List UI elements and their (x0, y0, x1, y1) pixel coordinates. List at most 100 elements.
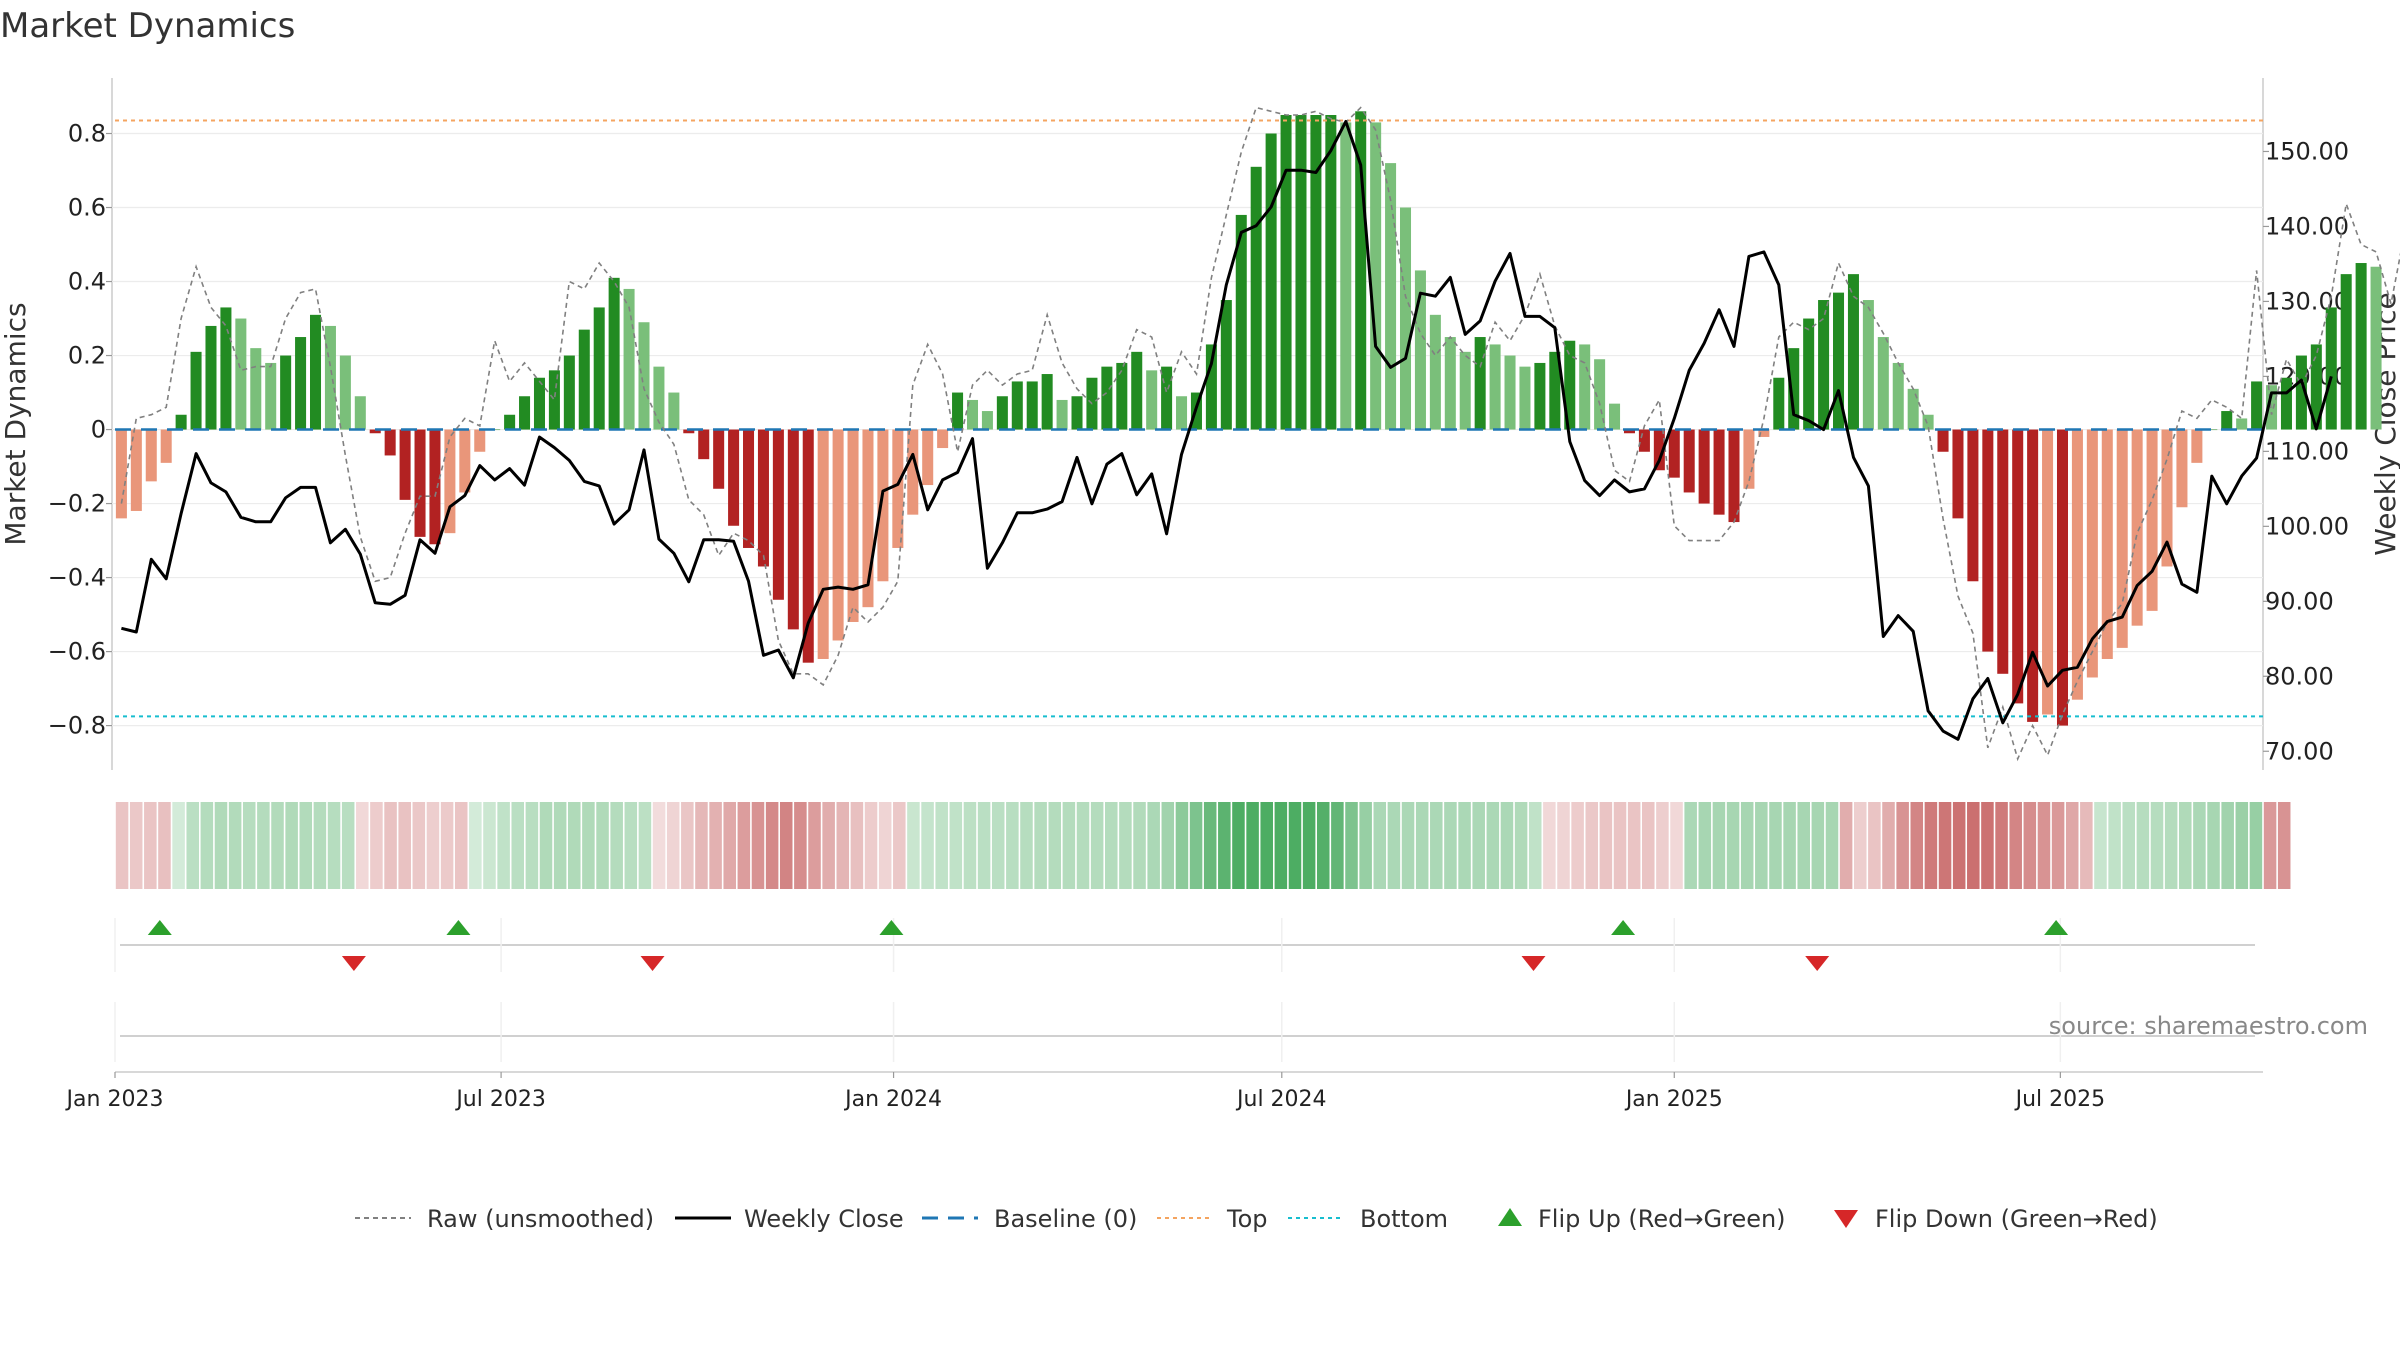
heat-strip-cell (1430, 802, 1443, 889)
market-dynamics-bar (1534, 362, 1546, 430)
market-dynamics-bar (1056, 399, 1068, 430)
market-dynamics-bar (2206, 429, 2218, 431)
market-dynamics-bar (519, 396, 531, 430)
market-dynamics-bar (981, 411, 993, 430)
market-dynamics-bar (2251, 381, 2263, 430)
heat-strip-cell (2136, 802, 2150, 889)
heat-strip-cell (2065, 802, 2079, 889)
heat-strip-cell (2249, 802, 2263, 889)
y-tick-label-left: 0.6 (68, 194, 106, 222)
heat-strip-cell (1020, 802, 1033, 889)
market-dynamics-bar (235, 318, 247, 430)
heat-strip-cell (242, 802, 256, 889)
heat-strip-cell (2094, 802, 2107, 889)
heat-strip-cell (1670, 802, 1683, 889)
legend-label: Raw (unsmoothed) (427, 1205, 654, 1233)
flip-down-marker (1805, 956, 1830, 971)
heat-strip-cell (553, 802, 567, 889)
heat-strip-cell (695, 802, 708, 889)
heat-strip-cell (2179, 802, 2192, 889)
heat-strip-cell (1585, 802, 1599, 889)
legend-label: Baseline (0) (994, 1205, 1137, 1233)
flip-up-marker (147, 920, 172, 935)
market-dynamics-bar (743, 429, 755, 548)
heat-strip-cell (1528, 802, 1542, 889)
heat-strip-cell (1543, 802, 1556, 889)
x-tick-label: Jul 2024 (1235, 1087, 1327, 1112)
market-dynamics-bar (1504, 355, 1516, 430)
y-tick-label-right: 100.00 (2265, 512, 2349, 540)
market-dynamics-bar (2161, 429, 2173, 567)
market-dynamics-bar (1982, 429, 1994, 652)
heat-strip-cell (1387, 802, 1401, 889)
market-dynamics-bar (1399, 207, 1412, 430)
x-tick-label: Jan 2025 (1624, 1087, 1723, 1112)
market-dynamics-bar (922, 429, 934, 486)
market-dynamics-bar (2086, 429, 2098, 678)
heat-strip-cell (1627, 802, 1641, 889)
market-dynamics-bar (265, 362, 277, 430)
heat-strip-cell (822, 802, 835, 889)
heat-strip-cell (1034, 802, 1047, 889)
x-tick-label: Jan 2023 (65, 1087, 164, 1112)
heat-strip-cell (1218, 802, 1231, 889)
heat-strip-cell (610, 802, 623, 889)
market-dynamics-bar (324, 325, 336, 430)
heat-strip-cell (596, 802, 609, 889)
market-dynamics-bar (1937, 429, 1949, 452)
heat-strip-cell (1006, 802, 1019, 889)
market-dynamics-bar (2131, 429, 2143, 626)
market-dynamics-bar (1295, 115, 1307, 430)
y-tick-label-right: 150.00 (2265, 137, 2349, 165)
heat-strip-cell (1119, 802, 1132, 889)
heat-strip-cell (1288, 802, 1302, 889)
heat-strip-cell (511, 802, 525, 889)
flip-up-marker (446, 920, 471, 935)
market-dynamics-bar (384, 429, 396, 456)
heat-strip-cell (1868, 802, 1881, 889)
heat-strip-cell (299, 802, 313, 889)
market-dynamics-bar (1071, 396, 1083, 430)
heat-strip-cell (1401, 802, 1415, 889)
heat-strip-cell (525, 802, 539, 889)
market-dynamics-bar (474, 429, 486, 452)
y-tick-label-left: 0 (91, 416, 106, 444)
market-dynamics-bar (1773, 377, 1785, 430)
heat-strip-cell (681, 802, 694, 889)
heat-strip-cell (921, 802, 934, 889)
market-dynamics-bar (280, 355, 292, 430)
market-dynamics-bar (1907, 388, 1919, 430)
heat-strip-cell (1359, 802, 1372, 889)
market-dynamics-bar (1847, 274, 1859, 430)
heat-strip-cell (271, 802, 284, 889)
heat-strip-cell (497, 802, 510, 889)
heat-strip-cell (341, 802, 355, 889)
heat-strip-cell (709, 802, 722, 889)
market-dynamics-bar (966, 399, 979, 430)
heat-strip-cell (214, 802, 228, 889)
heat-strip-cell (808, 802, 821, 889)
heat-strip-cell (2277, 802, 2291, 889)
heat-strip-cell (2207, 802, 2220, 889)
y-tick-label-left: −0.8 (48, 712, 106, 740)
heat-strip-cell (2193, 802, 2206, 889)
heat-strip-cell (1967, 802, 1980, 889)
y-tick-label-left: −0.2 (48, 490, 106, 518)
market-dynamics-bar (1176, 396, 1188, 430)
market-dynamics-bar (1803, 318, 1815, 430)
heat-strip-cell (1924, 802, 1938, 889)
market-dynamics-bar (1026, 381, 1038, 430)
market-dynamics-bar (339, 355, 351, 430)
heat-strip-cell (2221, 802, 2234, 889)
market-dynamics-bar (2101, 429, 2113, 659)
heat-strip-cell (582, 802, 595, 889)
market-dynamics-bar (563, 355, 575, 430)
heat-strip-cell (624, 802, 638, 889)
market-dynamics-bar (2191, 429, 2203, 463)
y-tick-label-left: 0.4 (68, 268, 106, 296)
heat-strip-cell (1500, 802, 1514, 889)
market-dynamics-bar (2340, 274, 2352, 430)
x-tick-label: Jul 2025 (2014, 1087, 2106, 1112)
heat-strip-cell (963, 802, 977, 889)
